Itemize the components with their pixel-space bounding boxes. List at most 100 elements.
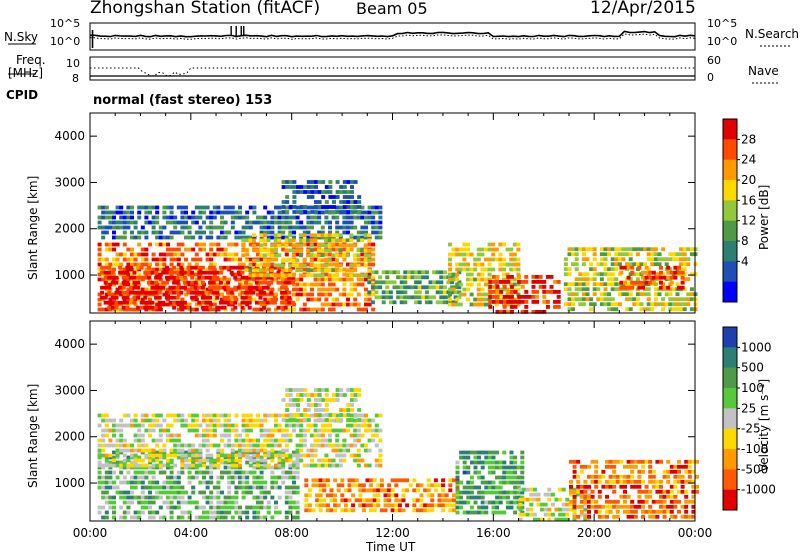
heatmap-cell — [245, 252, 250, 257]
heatmap-cell — [126, 455, 131, 460]
heatmap-cell — [274, 505, 278, 510]
heatmap-cell — [419, 498, 424, 503]
heatmap-cell — [137, 510, 142, 515]
heatmap-cell — [169, 262, 174, 267]
heatmap-cell — [675, 302, 680, 307]
heatmap-cell — [299, 428, 304, 433]
heatmap-cell — [302, 453, 307, 458]
heatmap-cell — [284, 470, 289, 475]
heatmap-cell — [509, 305, 514, 309]
heatmap-cell — [128, 300, 133, 305]
heatmap-cell — [208, 300, 213, 305]
heatmap-cell — [458, 282, 463, 287]
heatmap-cell — [205, 500, 210, 505]
heatmap-cell — [342, 215, 347, 220]
heatmap-cell — [251, 285, 256, 290]
heatmap-cell — [513, 305, 518, 309]
heatmap-cell — [198, 490, 203, 495]
heatmap-cell — [338, 448, 343, 453]
heatmap-cell — [476, 282, 481, 287]
heatmap-cell — [295, 460, 300, 465]
heatmap-cell — [247, 305, 252, 310]
heatmap-cell — [112, 235, 116, 240]
heatmap-cell — [569, 479, 573, 484]
heatmap-cell — [151, 495, 156, 500]
heatmap-cell — [356, 215, 361, 220]
heatmap-cell — [347, 488, 352, 493]
heatmap-cell — [162, 210, 167, 215]
heatmap-cell — [675, 282, 680, 287]
heatmap-cell — [686, 277, 691, 282]
heatmap-cell — [603, 287, 608, 292]
heatmap-cell — [176, 490, 181, 495]
heatmap-cell — [626, 459, 631, 464]
heatmap-cell — [691, 469, 696, 474]
heatmap-cell — [126, 480, 131, 485]
velocity-colorbar-swatch — [723, 408, 737, 430]
heatmap-cell — [520, 495, 525, 500]
heatmap-cell — [173, 433, 178, 438]
heatmap-cell — [487, 262, 492, 267]
heatmap-cell — [641, 509, 645, 514]
heatmap-cell — [220, 230, 224, 235]
heatmap-cell — [176, 475, 181, 480]
heatmap-cell — [209, 215, 214, 220]
heatmap-cell — [679, 302, 684, 307]
heatmap-cell — [331, 247, 336, 252]
heatmap-cell — [292, 460, 296, 465]
heatmap-cell — [388, 295, 393, 300]
heatmap-cell — [288, 413, 293, 417]
heatmap-cell — [306, 282, 311, 287]
heatmap-cell — [114, 275, 119, 280]
heatmap-cell — [259, 495, 264, 500]
heatmap-cell — [516, 277, 521, 282]
heatmap-cell — [567, 252, 572, 257]
heatmap-cell — [166, 438, 170, 443]
heatmap-cell — [220, 235, 224, 240]
heatmap-cell — [376, 488, 381, 493]
heatmap-cell — [176, 485, 181, 490]
heatmap-cell — [630, 499, 635, 504]
power-ytick-label: 1000 — [54, 268, 85, 282]
heatmap-cell — [376, 503, 381, 508]
heatmap-cell — [166, 460, 170, 465]
heatmap-cell — [299, 458, 304, 463]
heatmap-cell — [280, 305, 285, 310]
heatmap-cell — [648, 514, 653, 519]
heatmap-cell — [499, 300, 504, 304]
heatmap-cell — [388, 280, 393, 285]
heatmap-cell — [166, 485, 170, 490]
heatmap-cell — [148, 505, 152, 510]
heatmap-cell — [484, 480, 489, 485]
heatmap-cell — [480, 297, 485, 302]
heatmap-cell — [295, 515, 300, 520]
heatmap-cell — [396, 285, 401, 290]
heatmap-cell — [563, 287, 568, 292]
heatmap-cell — [356, 428, 361, 433]
heatmap-cell — [126, 220, 131, 225]
heatmap-cell — [186, 265, 191, 270]
heatmap-cell — [262, 238, 267, 243]
heatmap-cell — [144, 287, 149, 292]
heatmap-cell — [502, 282, 506, 287]
heatmap-cell — [347, 498, 352, 503]
heatmap-cell — [335, 247, 340, 252]
heatmap-cell — [209, 252, 214, 257]
heatmap-cell — [101, 463, 106, 468]
heatmap-cell — [155, 242, 160, 247]
heatmap-cell — [378, 453, 383, 458]
heatmap-cell — [677, 499, 681, 504]
heatmap-cell — [266, 438, 271, 443]
heatmap-cell — [97, 292, 102, 297]
heatmap-cell — [458, 247, 463, 252]
heatmap-cell — [455, 470, 460, 475]
heatmap-cell — [372, 488, 377, 493]
heatmap-cell — [256, 292, 260, 297]
heatmap-cell — [322, 483, 327, 488]
heatmap-cell — [164, 265, 169, 270]
heatmap-cell — [254, 280, 259, 285]
heatmap-cell — [194, 307, 199, 312]
heatmap-cell — [462, 242, 467, 247]
heatmap-cell — [130, 272, 134, 277]
heatmap-cell — [318, 508, 323, 513]
